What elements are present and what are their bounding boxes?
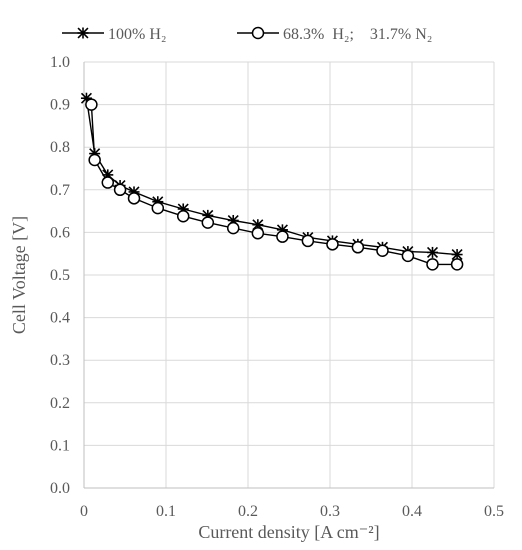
- legend-star-marker: [77, 27, 89, 39]
- data-point-circle: [351, 241, 365, 254]
- x-tick-label: 0.4: [402, 503, 422, 520]
- y-tick-label: 0.0: [50, 480, 70, 497]
- series-markers-2: [85, 98, 464, 271]
- y-tick-label: 0.9: [50, 97, 70, 114]
- data-point-circle: [426, 258, 439, 271]
- data-point-circle: [226, 221, 240, 235]
- data-point-circle: [326, 238, 339, 251]
- legend-label-1: 100% H₂: [108, 26, 166, 43]
- y-tick-label: 0.1: [50, 437, 70, 454]
- data-point-circle: [85, 98, 98, 111]
- y-axis-title: Cell Voltage [V]: [9, 216, 29, 334]
- data-point-circle: [151, 201, 165, 215]
- data-point-star: [426, 246, 439, 258]
- plot-grid: [84, 61, 495, 488]
- data-series: [80, 92, 464, 271]
- series-line-1: [85, 98, 458, 256]
- legend-star: [77, 27, 89, 39]
- data-point-circle: [88, 153, 101, 167]
- y-tick-label: 1.0: [50, 54, 70, 71]
- chart-legend: 100% H₂ 68.3% H₂; 31.7% N₂: [62, 26, 432, 43]
- x-tick-label: 0.3: [320, 503, 340, 520]
- y-tick-label: 0.5: [50, 267, 70, 284]
- y-tick-label: 0.3: [50, 352, 70, 369]
- legend-entry-1: 100% H₂: [62, 26, 166, 43]
- data-point-circle: [113, 183, 127, 197]
- x-tick-label: 0.1: [156, 503, 176, 520]
- data-point-circle: [450, 258, 464, 271]
- data-point-circle: [376, 244, 389, 257]
- x-axis-title: Current density [A cm⁻²]: [198, 522, 379, 542]
- plot-axes: [83, 62, 494, 489]
- data-point-circle: [101, 176, 115, 189]
- legend-label-2: 68.3% H₂; 31.7% N₂: [283, 26, 432, 43]
- x-axis-ticks: 0 0.1 0.2 0.3 0.4 0.5: [80, 503, 504, 520]
- data-point-circle: [201, 216, 215, 229]
- data-point-circle: [176, 209, 190, 223]
- data-point-circle: [301, 234, 315, 248]
- data-point-circle: [276, 230, 289, 243]
- data-point-circle: [127, 192, 141, 205]
- y-axis-ticks: 0.0 0.1 0.2 0.3 0.4 0.5 0.6 0.7 0.8 0.9 1.0: [50, 54, 70, 497]
- x-tick-label: 0.2: [238, 503, 258, 520]
- y-tick-label: 0.7: [50, 182, 70, 199]
- legend-entry-2: 68.3% H₂; 31.7% N₂: [237, 26, 432, 43]
- series-line-2: [90, 104, 458, 266]
- legend-circle: [251, 26, 265, 40]
- y-tick-label: 0.2: [50, 395, 70, 412]
- legend-circle-marker: [251, 26, 265, 40]
- data-point-circle: [401, 249, 415, 263]
- y-tick-label: 0.8: [50, 139, 70, 156]
- y-tick-label: 0.4: [50, 310, 70, 327]
- data-point-circle: [251, 227, 265, 240]
- x-tick-label: 0.5: [484, 503, 504, 520]
- y-tick-label: 0.6: [50, 224, 70, 241]
- x-tick-label: 0: [80, 503, 88, 520]
